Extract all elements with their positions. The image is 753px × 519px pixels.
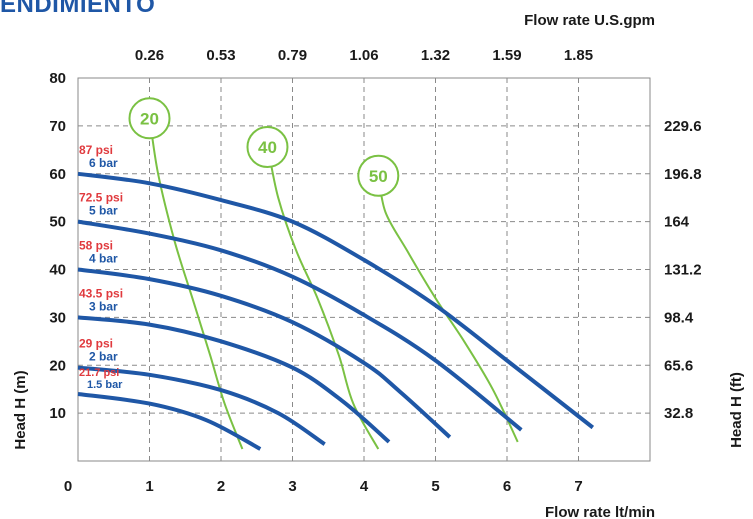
x-tick-label: 0 — [64, 478, 72, 495]
x-tick-label: 3 — [288, 478, 296, 495]
y-tick-label: 40 — [49, 262, 66, 279]
right-y-tick-label: 32.8 — [664, 405, 693, 422]
right-y-tick-label: 164 — [664, 214, 690, 231]
speed-badge-circle — [128, 97, 171, 140]
y-tick-label: 50 — [49, 214, 66, 231]
top-x-tick-label: 0.79 — [278, 47, 307, 64]
pressure-psi-label: 72.5 psi — [79, 191, 123, 205]
right-y-tick-label: 98.4 — [664, 309, 694, 326]
x-tick-label: 4 — [360, 478, 369, 495]
x-axis-title: Flow rate lt/min — [545, 504, 655, 519]
page-heading: ENDIMIENTO — [0, 0, 156, 18]
pressure-bar-label: 6 bar — [89, 156, 118, 170]
right-y-axis-title: Head H (ft) — [728, 372, 745, 448]
x-tick-label: 7 — [574, 478, 582, 495]
speed-curve-50 — [377, 173, 519, 443]
y-tick-label: 30 — [49, 309, 66, 326]
pressure-curve — [77, 392, 262, 451]
x-tick-label: 1 — [145, 478, 153, 495]
y-tick-label: 10 — [49, 405, 66, 422]
x-tick-label: 5 — [431, 478, 439, 495]
pressure-bar-label: 1.5 bar — [87, 379, 123, 391]
pressure-bar-label: 2 bar — [89, 350, 118, 364]
top-x-tick-label: 0.53 — [206, 47, 235, 64]
pressure-curve — [77, 315, 391, 444]
y-tick-label: 60 — [49, 166, 66, 183]
y-tick-label: 70 — [49, 118, 66, 135]
top-x-tick-label: 1.32 — [421, 47, 450, 64]
pressure-bar-label: 5 bar — [89, 204, 118, 218]
right-y-tick-label: 131.2 — [664, 262, 702, 279]
speed-badge-label: 50 — [369, 167, 388, 186]
pressure-bar-label: 3 bar — [89, 299, 118, 313]
speed-badge-circle — [357, 154, 400, 197]
pressure-curve — [77, 171, 595, 430]
speed-curve-20 — [148, 116, 244, 450]
pressure-curve — [77, 267, 452, 439]
top-x-axis-title: Flow rate U.S.gpm — [524, 12, 655, 29]
pressure-psi-label: 43.5 psi — [79, 286, 123, 300]
pressure-psi-label: 29 psi — [79, 337, 113, 351]
right-y-tick-label: 196.8 — [664, 166, 702, 183]
pressure-curve — [77, 365, 326, 446]
pressure-psi-label: 87 psi — [79, 143, 113, 157]
pressure-psi-label: 58 psi — [79, 239, 113, 253]
y-tick-label: 20 — [49, 357, 66, 374]
right-y-tick-label: 65.6 — [664, 357, 693, 374]
top-x-tick-label: 1.59 — [492, 47, 521, 64]
y-tick-label: 80 — [49, 70, 66, 87]
x-tick-label: 6 — [503, 478, 511, 495]
speed-curve-40 — [266, 144, 380, 450]
x-tick-label: 2 — [217, 478, 225, 495]
pressure-curve — [77, 219, 523, 432]
top-x-tick-label: 0.26 — [135, 47, 164, 64]
pressure-bar-label: 4 bar — [89, 252, 118, 266]
top-x-tick-label: 1.06 — [349, 47, 378, 64]
right-y-tick-label: 229.6 — [664, 118, 702, 135]
pressure-psi-label: 21.7 psi — [79, 367, 119, 379]
speed-badge-circle — [246, 126, 289, 169]
top-x-tick-label: 1.85 — [564, 47, 593, 64]
y-axis-title: Head H (m) — [12, 370, 29, 449]
speed-badge-label: 40 — [258, 138, 277, 157]
speed-badge-label: 20 — [140, 109, 159, 128]
